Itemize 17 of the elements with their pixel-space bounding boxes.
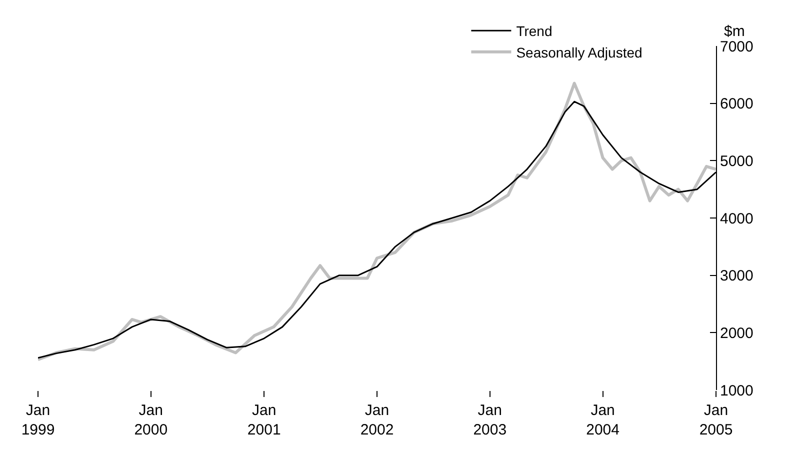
legend-label: Seasonally Adjusted: [516, 44, 642, 60]
y-tick-label: 4000: [720, 210, 754, 228]
y-axis-title: $m: [724, 23, 745, 40]
x-tick-label: Jan 2003: [473, 402, 507, 438]
y-tick-label: 3000: [720, 268, 754, 285]
y-tick-label: 6000: [720, 96, 754, 113]
y-tick-label: 1000: [720, 382, 754, 400]
x-tick-label: Jan 2002: [360, 402, 394, 438]
y-tick-label: 5000: [720, 152, 754, 170]
y-tick-label: 7000: [720, 38, 754, 56]
y-tick-label: 2000: [720, 324, 754, 342]
x-tick-label: Jan 2000: [134, 402, 168, 438]
legend-label: Trend: [516, 23, 552, 40]
x-tick-label: Jan 2001: [247, 402, 281, 438]
x-tick-label: Jan 2004: [586, 402, 620, 438]
x-tick-label: Jan 2005: [699, 402, 733, 438]
x-tick-label: Jan 1999: [21, 402, 55, 438]
